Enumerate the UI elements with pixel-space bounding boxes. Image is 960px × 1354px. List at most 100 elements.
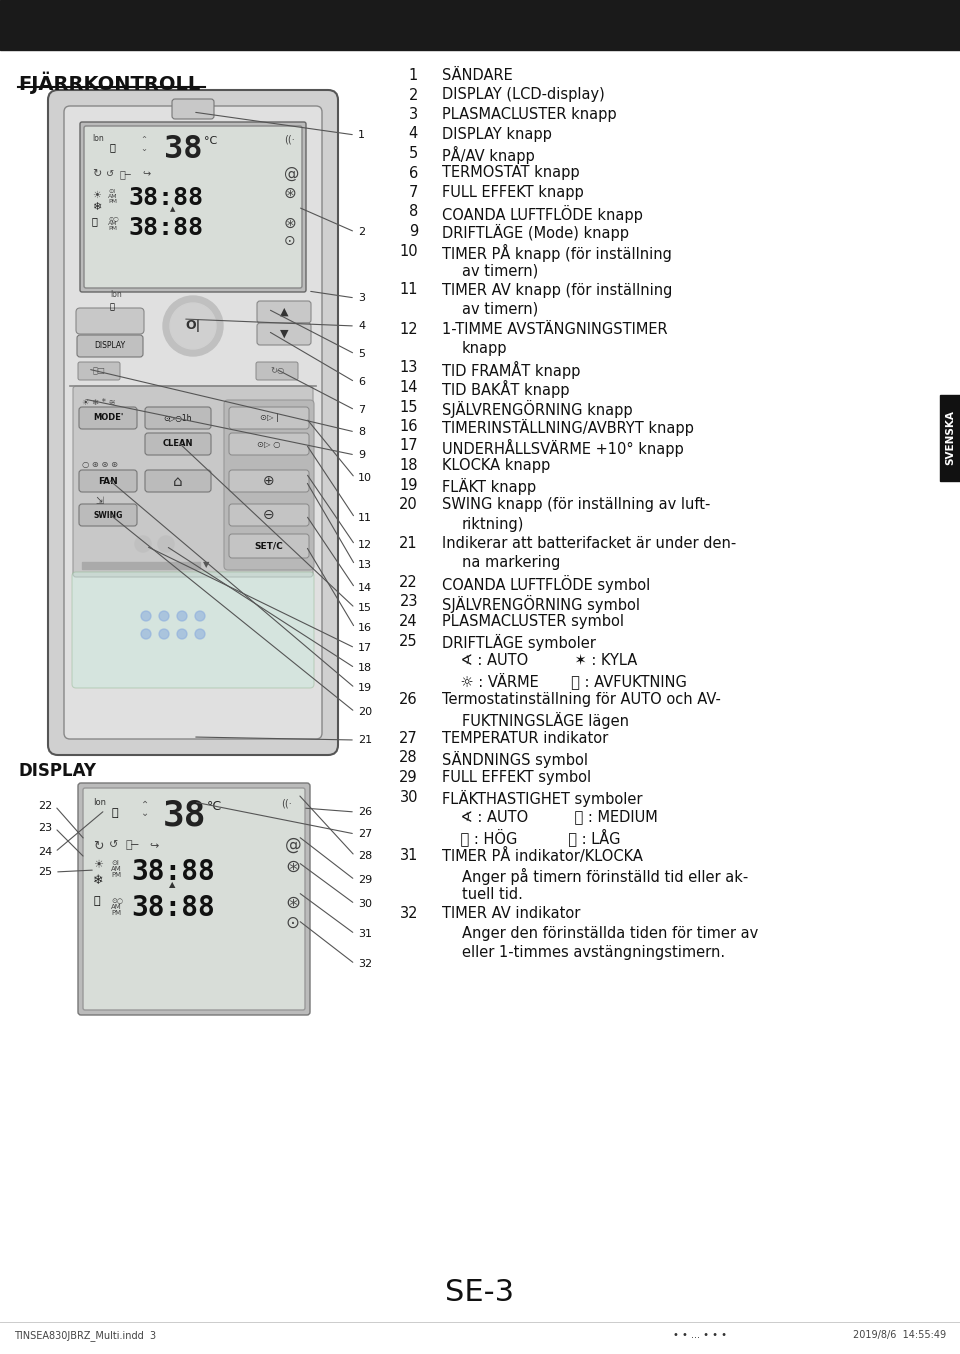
Text: 23: 23 bbox=[37, 823, 52, 833]
Text: 38: 38 bbox=[163, 798, 206, 831]
Text: • • ... • • •: • • ... • • • bbox=[673, 1330, 727, 1340]
Text: ↻: ↻ bbox=[93, 839, 104, 853]
Text: 13: 13 bbox=[358, 561, 372, 570]
Text: 22: 22 bbox=[399, 575, 418, 590]
Text: 17: 17 bbox=[358, 643, 372, 653]
Text: ▼: ▼ bbox=[203, 561, 209, 570]
Text: DISPLAY knapp: DISPLAY knapp bbox=[442, 126, 552, 142]
Text: FULL EFFEKT knapp: FULL EFFEKT knapp bbox=[442, 185, 584, 200]
Text: PLASMACLUSTER symbol: PLASMACLUSTER symbol bbox=[442, 613, 624, 630]
Text: 10: 10 bbox=[399, 244, 418, 259]
Circle shape bbox=[141, 630, 151, 639]
Text: 6: 6 bbox=[409, 165, 418, 180]
Text: SWING knapp (för inställning av luft-: SWING knapp (för inställning av luft- bbox=[442, 497, 710, 512]
Text: 5: 5 bbox=[358, 349, 365, 359]
Text: FJÄRRKONTROLL: FJÄRRKONTROLL bbox=[18, 72, 201, 95]
Circle shape bbox=[135, 536, 151, 552]
Text: O|: O| bbox=[185, 320, 201, 332]
Text: Ion: Ion bbox=[92, 134, 104, 144]
Text: tuell tid.: tuell tid. bbox=[462, 887, 523, 902]
Text: 14: 14 bbox=[399, 380, 418, 395]
FancyBboxPatch shape bbox=[72, 571, 314, 688]
Text: 10: 10 bbox=[358, 473, 372, 483]
Text: ⊙I
AM
PM: ⊙I AM PM bbox=[111, 860, 122, 877]
Text: 31: 31 bbox=[358, 929, 372, 940]
Text: 27: 27 bbox=[358, 829, 372, 839]
Text: TIMER PÅ indikator/KLOCKA: TIMER PÅ indikator/KLOCKA bbox=[442, 848, 643, 864]
Text: na markering: na markering bbox=[462, 555, 561, 570]
Text: 1: 1 bbox=[358, 130, 365, 139]
Text: TEMPERATUR indikator: TEMPERATUR indikator bbox=[442, 731, 609, 746]
Text: ↻○: ↻○ bbox=[270, 367, 284, 375]
Text: 18: 18 bbox=[358, 663, 372, 673]
Text: 8: 8 bbox=[409, 204, 418, 219]
Text: ⊙I
AM
PM: ⊙I AM PM bbox=[108, 190, 118, 204]
Text: 19: 19 bbox=[399, 478, 418, 493]
FancyBboxPatch shape bbox=[80, 122, 306, 292]
Text: 8: 8 bbox=[358, 427, 365, 437]
Text: 3: 3 bbox=[358, 292, 365, 303]
Text: ((·: ((· bbox=[281, 798, 292, 808]
Text: COANDA LUFTFLÖDE symbol: COANDA LUFTFLÖDE symbol bbox=[442, 575, 650, 593]
Text: ⇲: ⇲ bbox=[95, 496, 103, 506]
Text: ↺: ↺ bbox=[109, 839, 118, 850]
Text: 7: 7 bbox=[409, 185, 418, 200]
Text: SWING: SWING bbox=[93, 510, 123, 520]
Text: ⊙: ⊙ bbox=[284, 234, 296, 248]
Text: 16: 16 bbox=[358, 623, 372, 634]
Text: ○ ⊛ ⊛ ⊛: ○ ⊛ ⊛ ⊛ bbox=[82, 460, 118, 468]
Text: ↪: ↪ bbox=[142, 169, 150, 179]
Text: ∢ : AUTO          ⦻ : MEDIUM: ∢ : AUTO ⦻ : MEDIUM bbox=[442, 808, 658, 825]
Circle shape bbox=[159, 630, 169, 639]
Text: 15: 15 bbox=[399, 399, 418, 414]
Circle shape bbox=[177, 630, 187, 639]
Circle shape bbox=[177, 611, 187, 621]
Text: FULL EFFEKT symbol: FULL EFFEKT symbol bbox=[442, 770, 591, 785]
FancyBboxPatch shape bbox=[145, 433, 211, 455]
FancyBboxPatch shape bbox=[77, 334, 143, 357]
Text: FLÄKT knapp: FLÄKT knapp bbox=[442, 478, 536, 494]
Text: 30: 30 bbox=[358, 899, 372, 909]
Text: 27: 27 bbox=[399, 731, 418, 746]
Text: 17: 17 bbox=[399, 439, 418, 454]
Text: 24: 24 bbox=[37, 848, 52, 857]
FancyBboxPatch shape bbox=[172, 99, 214, 119]
FancyBboxPatch shape bbox=[78, 362, 120, 380]
Text: DISPLAY (LCD-display): DISPLAY (LCD-display) bbox=[442, 88, 605, 103]
Text: 30: 30 bbox=[399, 789, 418, 804]
Text: 24: 24 bbox=[399, 613, 418, 630]
Text: ❄: ❄ bbox=[93, 873, 104, 887]
Text: ⌂: ⌂ bbox=[173, 474, 182, 489]
Text: ☀: ☀ bbox=[93, 860, 103, 871]
Text: ⌒─: ⌒─ bbox=[120, 169, 132, 179]
Text: 31: 31 bbox=[399, 848, 418, 862]
Text: 23: 23 bbox=[399, 594, 418, 609]
Text: 29: 29 bbox=[358, 875, 372, 886]
Text: 12: 12 bbox=[358, 540, 372, 550]
Text: 2019/8/6  14:55:49: 2019/8/6 14:55:49 bbox=[852, 1330, 946, 1340]
Text: ⊖: ⊖ bbox=[263, 508, 275, 523]
Text: ⊛: ⊛ bbox=[285, 858, 300, 876]
Text: ⊙: ⊙ bbox=[285, 914, 299, 932]
Text: TIMER PÅ knapp (för inställning: TIMER PÅ knapp (för inställning bbox=[442, 244, 672, 261]
Text: ▲: ▲ bbox=[170, 206, 176, 213]
Text: 1-TIMME AVSTÄNGNINGSTIMER: 1-TIMME AVSTÄNGNINGSTIMER bbox=[442, 321, 667, 337]
FancyBboxPatch shape bbox=[73, 386, 313, 577]
FancyBboxPatch shape bbox=[256, 362, 298, 380]
Text: av timern): av timern) bbox=[462, 302, 539, 317]
Text: SE-3: SE-3 bbox=[445, 1278, 515, 1307]
Text: 32: 32 bbox=[399, 906, 418, 922]
Text: 19: 19 bbox=[358, 682, 372, 693]
Text: 12: 12 bbox=[399, 321, 418, 337]
Text: 25: 25 bbox=[399, 634, 418, 649]
Text: 38:88: 38:88 bbox=[131, 894, 215, 922]
Text: CLEAN: CLEAN bbox=[163, 440, 193, 448]
Text: 26: 26 bbox=[358, 807, 372, 816]
FancyBboxPatch shape bbox=[76, 307, 144, 334]
Text: 14: 14 bbox=[358, 584, 372, 593]
Text: 38:88: 38:88 bbox=[131, 858, 215, 886]
Text: 🍇: 🍇 bbox=[110, 302, 115, 311]
Circle shape bbox=[158, 536, 174, 552]
Text: 💧: 💧 bbox=[92, 217, 98, 226]
Text: 15: 15 bbox=[358, 603, 372, 613]
